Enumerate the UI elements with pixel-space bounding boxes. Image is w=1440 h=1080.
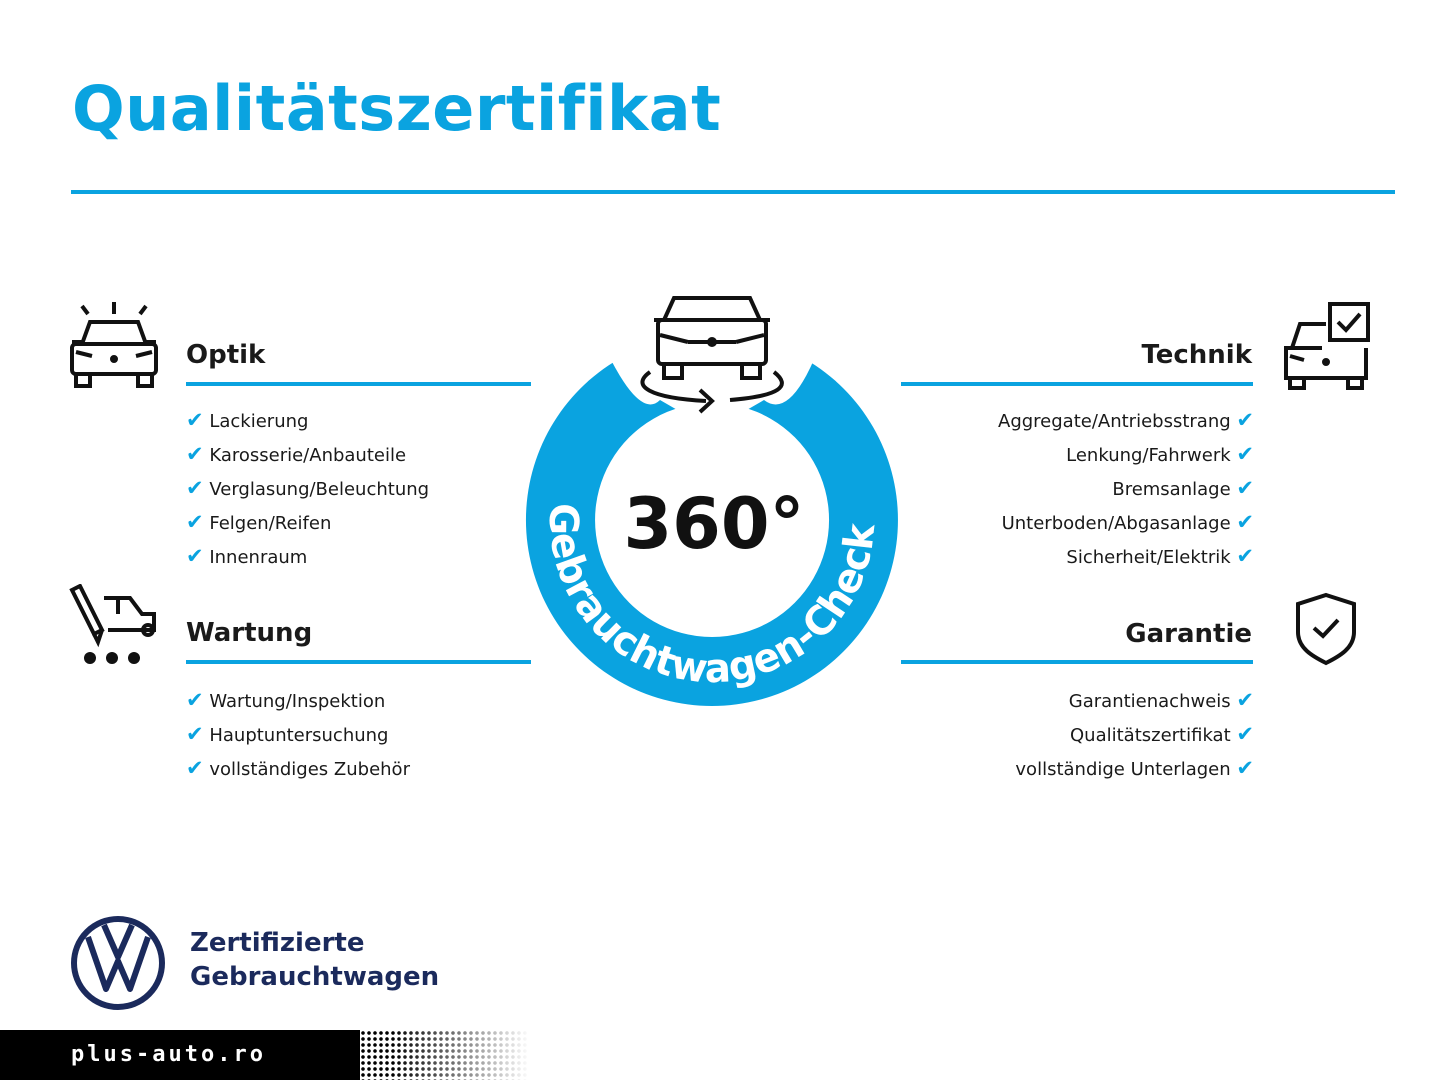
badge-ring xyxy=(525,334,898,706)
list-item: ✔ Lackierung xyxy=(186,408,309,432)
section-title-garantie: Garantie xyxy=(1125,619,1252,649)
list-garantie: Garantienachweis ✔ Qualitätszertifikat ✔… xyxy=(1015,683,1254,785)
brand-line-1: Zertifizierte xyxy=(190,928,365,958)
list-item: Unterboden/Abgasanlage ✔ xyxy=(1001,510,1254,534)
check-icon: ✔ xyxy=(1236,476,1254,500)
list-optik: ✔ Lackierung ✔ Karosserie/Anbauteile ✔ V… xyxy=(186,403,429,573)
footer-bar: plus-auto.ro xyxy=(0,1030,300,1080)
check-icon: ✔ xyxy=(1236,544,1254,568)
check-icon: ✔ xyxy=(186,442,204,466)
check-icon: ✔ xyxy=(186,722,204,746)
check-icon: ✔ xyxy=(1236,688,1254,712)
list-item: ✔ Innenraum xyxy=(186,544,308,568)
site-url: plus-auto.ro xyxy=(71,1042,266,1067)
list-item: ✔ Karosserie/Anbauteile xyxy=(186,442,407,466)
list-wartung: ✔ Wartung/Inspektion ✔ Hauptuntersuchung… xyxy=(186,683,410,785)
car-rotate-icon xyxy=(640,296,784,414)
check-icon: ✔ xyxy=(1236,722,1254,746)
check-icon: ✔ xyxy=(186,408,204,432)
list-item: Lenkung/Fahrwerk ✔ xyxy=(1066,442,1254,466)
check-icon: ✔ xyxy=(1236,510,1254,534)
car-checkbox-icon xyxy=(1284,302,1370,390)
brand-line-2: Gebrauchtwagen xyxy=(190,962,440,992)
list-item: Bremsanlage ✔ xyxy=(1112,476,1254,500)
halftone-decoration xyxy=(300,1030,530,1080)
section-line-technik xyxy=(901,382,1253,386)
check-icon: ✔ xyxy=(186,510,204,534)
title-divider xyxy=(71,190,1395,194)
car-service-icon xyxy=(69,584,156,664)
section-title-wartung: Wartung xyxy=(186,618,313,648)
section-line-optik xyxy=(186,382,531,386)
section-line-garantie xyxy=(901,660,1253,664)
section-title-optik: Optik xyxy=(186,340,266,370)
check-icon: ✔ xyxy=(186,688,204,712)
list-technik: Aggregate/Antriebsstrang ✔ Lenkung/Fahrw… xyxy=(998,403,1254,573)
list-item: ✔ Verglasung/Beleuchtung xyxy=(186,476,430,500)
check-360-badge: Gebrauchtwagen-Check 360° xyxy=(525,280,898,706)
list-item: Qualitätszertifikat ✔ xyxy=(1070,722,1254,746)
brand-text: Zertifizierte Gebrauchtwagen xyxy=(190,926,439,994)
list-item: ✔ Hauptuntersuchung xyxy=(186,722,389,746)
list-item: Sicherheit/Elektrik ✔ xyxy=(1066,544,1254,568)
car-headlights-icon xyxy=(70,302,158,388)
list-item: vollständige Unterlagen ✔ xyxy=(1015,756,1254,780)
shield-check-icon xyxy=(1296,592,1356,666)
check-icon: ✔ xyxy=(186,476,204,500)
section-line-wartung xyxy=(186,660,531,664)
check-icon: ✔ xyxy=(186,544,204,568)
list-item: ✔ Felgen/Reifen xyxy=(186,510,332,534)
vw-logo xyxy=(71,916,165,1010)
check-icon: ✔ xyxy=(1236,408,1254,432)
list-item: Garantienachweis ✔ xyxy=(1068,688,1254,712)
list-item: ✔ vollständiges Zubehör xyxy=(186,756,410,780)
list-item: Aggregate/Antriebsstrang ✔ xyxy=(998,408,1254,432)
degrees-label: 360° xyxy=(623,483,804,565)
check-icon: ✔ xyxy=(1236,756,1254,780)
check-icon: ✔ xyxy=(186,756,204,780)
list-item: ✔ Wartung/Inspektion xyxy=(186,688,386,712)
check-icon: ✔ xyxy=(1236,442,1254,466)
page-title: Qualitätszertifikat xyxy=(72,72,722,145)
section-title-technik: Technik xyxy=(1141,340,1252,370)
